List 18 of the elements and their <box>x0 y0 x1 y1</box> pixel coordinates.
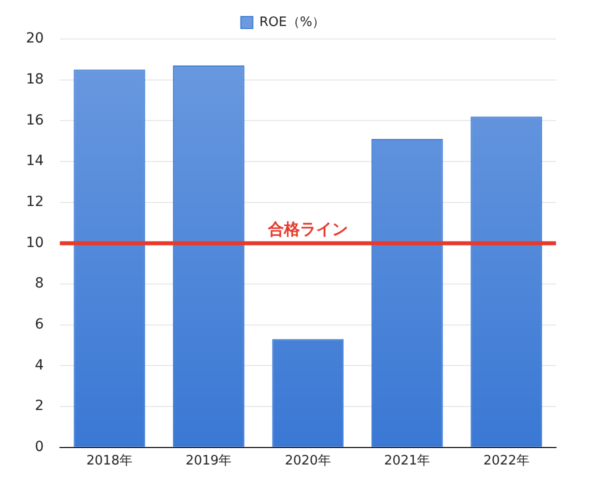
y-tick-label: 0 <box>34 439 44 456</box>
x-tick-label: 2018年 <box>86 454 132 469</box>
y-tick-label: 18 <box>26 71 44 88</box>
y-tick-label: 16 <box>26 112 44 128</box>
x-tick-label: 2020年 <box>284 454 331 469</box>
y-tick-label: 10 <box>26 234 44 251</box>
x-tick-label: 2019年 <box>186 454 232 469</box>
x-tick-label: 2022年 <box>483 454 530 469</box>
legend-label: ROE（%） <box>259 14 326 30</box>
y-tick-label: 12 <box>26 194 44 210</box>
y-tick-label: 14 <box>26 153 44 170</box>
ref-line-label: 合格ライン <box>266 219 348 238</box>
y-tick-label: 4 <box>34 357 44 374</box>
y-tick-label: 2 <box>34 398 44 414</box>
y-tick-label: 8 <box>34 276 44 292</box>
y-tick-label: 6 <box>34 316 44 333</box>
x-tick-label: 2021年 <box>384 454 430 469</box>
y-tick-label: 20 <box>26 30 44 47</box>
